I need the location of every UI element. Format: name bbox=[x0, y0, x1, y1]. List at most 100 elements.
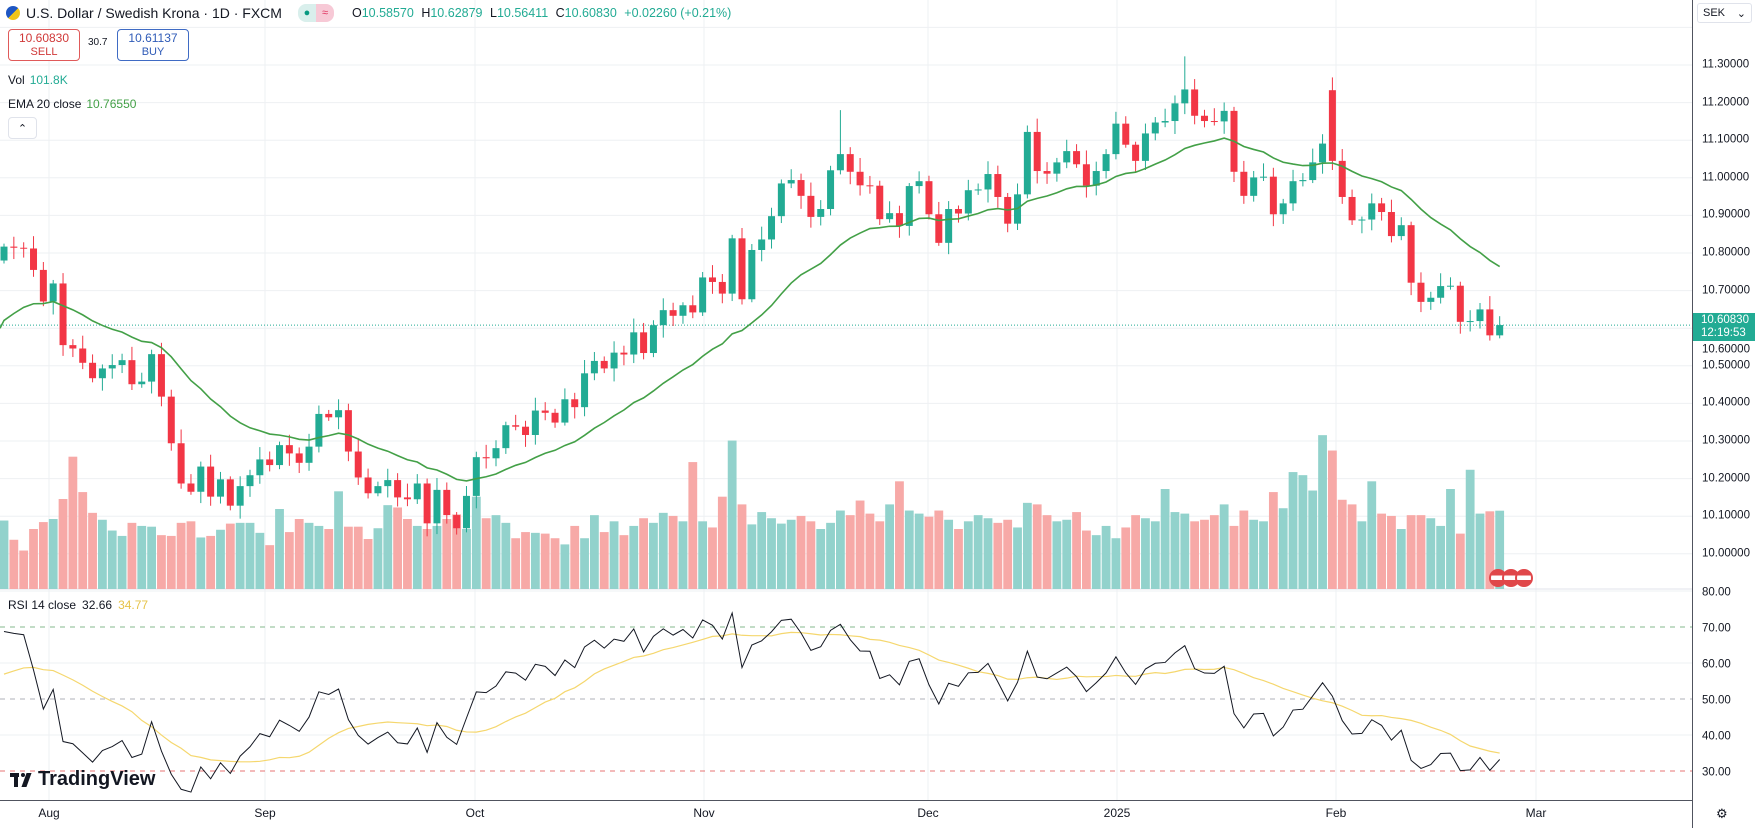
volume-legend[interactable]: Vol 101.8K bbox=[8, 73, 68, 87]
volume-bar bbox=[1446, 489, 1455, 589]
volume-bar bbox=[727, 440, 737, 589]
price-axis[interactable] bbox=[1692, 0, 1759, 828]
candle-body bbox=[1279, 203, 1287, 215]
sell-button[interactable]: 10.60830 SELL bbox=[8, 29, 80, 61]
candle-body bbox=[89, 362, 97, 379]
price-tick-label: 10.00000 bbox=[1702, 547, 1750, 560]
candle-body bbox=[266, 459, 274, 466]
volume-bar bbox=[550, 538, 560, 589]
rsi-line bbox=[3, 611, 1501, 793]
rsi-ma-line bbox=[3, 631, 1500, 763]
market-open-dot-icon[interactable]: ● bbox=[297, 4, 316, 22]
price-tick-label: 10.90000 bbox=[1702, 208, 1750, 221]
volume-bar bbox=[698, 521, 708, 589]
candle-body bbox=[1476, 309, 1484, 322]
candle-body bbox=[1387, 212, 1395, 237]
candle-body bbox=[836, 154, 844, 171]
candle-body bbox=[374, 486, 382, 494]
volume-bar bbox=[235, 522, 245, 589]
volume-bar bbox=[304, 522, 314, 589]
volume-bar bbox=[521, 532, 530, 589]
candle-body bbox=[285, 445, 293, 454]
candle-body bbox=[1250, 177, 1258, 196]
volume-bar bbox=[885, 504, 894, 589]
candle-body bbox=[551, 412, 559, 423]
market-status[interactable]: ● ≈ bbox=[297, 4, 334, 22]
candle-body bbox=[817, 209, 825, 217]
candle-body bbox=[994, 174, 1002, 197]
candle-body bbox=[807, 195, 815, 217]
volume-bar bbox=[776, 523, 786, 589]
candle-body bbox=[1181, 89, 1189, 104]
candle-body bbox=[1092, 171, 1100, 186]
time-axis-label: Sep bbox=[254, 806, 276, 820]
candle-body bbox=[856, 171, 864, 186]
volume-bar bbox=[186, 521, 196, 589]
candle-body bbox=[846, 154, 854, 172]
volume-bar bbox=[1259, 521, 1268, 589]
ema-legend[interactable]: EMA 20 close 10.76550 bbox=[8, 97, 137, 111]
settings-icon[interactable]: ⚙ bbox=[1716, 806, 1728, 821]
currency-flag-icon bbox=[6, 6, 20, 20]
volume-bar bbox=[806, 521, 816, 589]
volume-bar bbox=[1239, 510, 1249, 589]
candle-body bbox=[20, 247, 28, 249]
rsi-legend[interactable]: RSI 14 close 32.66 34.77 bbox=[8, 598, 149, 612]
candle-body bbox=[246, 475, 254, 487]
rsi-tick-label: 30.00 bbox=[1702, 766, 1731, 779]
candle-body bbox=[1368, 203, 1376, 220]
candle-body bbox=[827, 170, 835, 210]
volume-bar bbox=[265, 545, 275, 589]
time-axis[interactable] bbox=[0, 800, 1692, 829]
candle-body bbox=[1112, 123, 1120, 155]
volume-bar bbox=[540, 533, 550, 589]
approx-icon[interactable]: ≈ bbox=[315, 4, 334, 22]
candle-body bbox=[79, 348, 87, 363]
economic-events[interactable] bbox=[1489, 569, 1533, 587]
candle-body bbox=[1358, 219, 1366, 221]
candle-body bbox=[974, 189, 982, 191]
volume-bar bbox=[1278, 508, 1288, 589]
volume-bar bbox=[127, 522, 137, 589]
volume-bar bbox=[649, 522, 658, 589]
candle-body bbox=[679, 305, 687, 316]
candle-body bbox=[1191, 89, 1199, 116]
candle-body bbox=[708, 277, 716, 282]
chart-canvas[interactable] bbox=[0, 0, 1692, 800]
volume-bar bbox=[78, 492, 88, 589]
volume-bar bbox=[334, 491, 343, 589]
currency-dropdown[interactable]: SEK ⌄ bbox=[1697, 3, 1752, 23]
volume-bar bbox=[1347, 504, 1357, 589]
volume-bar bbox=[895, 481, 904, 589]
candle-body bbox=[482, 457, 490, 459]
candle-body bbox=[148, 354, 156, 382]
candle-body bbox=[305, 446, 313, 463]
candle-body bbox=[1407, 225, 1415, 283]
volume-bar bbox=[678, 521, 688, 589]
us-flag-event-icon[interactable] bbox=[1515, 569, 1533, 587]
candle-body bbox=[1102, 154, 1110, 172]
candle-body bbox=[925, 181, 933, 215]
candle-body bbox=[413, 483, 421, 500]
price-tick-label: 10.10000 bbox=[1702, 509, 1750, 522]
symbol-title[interactable]: U.S. Dollar / Swedish Krona · 1D · FXCM bbox=[26, 5, 282, 21]
time-axis-label: Oct bbox=[465, 806, 485, 820]
candle-body bbox=[453, 515, 461, 529]
tradingview-logo[interactable]: TradingView bbox=[10, 768, 155, 791]
volume-bar bbox=[1082, 530, 1091, 589]
candle-body bbox=[1437, 286, 1445, 298]
volume-bar bbox=[1062, 519, 1072, 589]
rsi-tick-label: 50.00 bbox=[1702, 694, 1731, 707]
candle-body bbox=[728, 238, 736, 294]
volume-bar bbox=[452, 514, 462, 589]
volume-bar bbox=[344, 526, 353, 589]
volume-bar bbox=[98, 519, 107, 589]
buy-button[interactable]: 10.61137 BUY bbox=[117, 29, 189, 61]
collapse-legend-button[interactable]: ⌃ bbox=[8, 117, 37, 139]
candle-body bbox=[1456, 285, 1464, 322]
candle-body bbox=[187, 483, 195, 492]
volume-bar bbox=[599, 532, 609, 589]
volume-bar bbox=[29, 529, 38, 589]
volume-bar bbox=[786, 519, 796, 589]
volume-bar bbox=[137, 525, 147, 589]
